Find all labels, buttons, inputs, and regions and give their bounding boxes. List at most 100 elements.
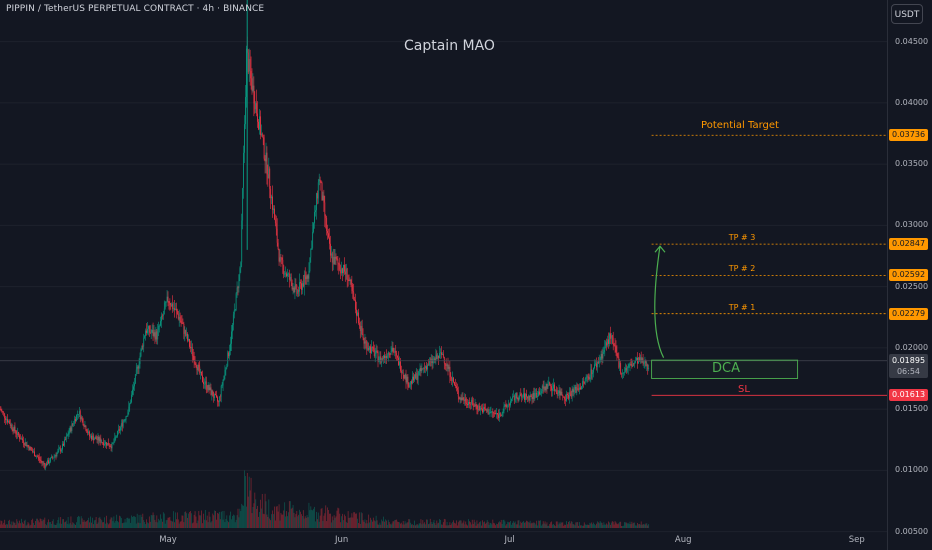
volume-bar (186, 513, 188, 528)
volume-bar (282, 514, 284, 528)
volume-bar (609, 522, 610, 528)
volume-bar (68, 524, 70, 528)
volume-bar (386, 524, 388, 528)
volume-bar (624, 522, 625, 528)
volume-bar (294, 517, 296, 528)
candle-body (225, 368, 227, 371)
candle-body (39, 459, 41, 461)
candle-body (606, 342, 608, 346)
candle-body (280, 257, 282, 258)
candle-body (111, 443, 113, 449)
volume-bar (171, 521, 173, 528)
volume-bar (21, 518, 22, 528)
candle-body (234, 309, 236, 311)
candle-body (86, 430, 88, 433)
volume-bar (18, 523, 20, 528)
volume-bar (347, 511, 349, 528)
candle-body (392, 347, 394, 352)
volume-bar (28, 523, 30, 528)
candle-body (218, 401, 219, 403)
volume-bar (505, 525, 507, 528)
candle-body (360, 326, 362, 331)
candle-body (497, 413, 498, 415)
candle-body (258, 121, 259, 130)
volume-bar (482, 520, 483, 528)
candle-body (358, 322, 360, 326)
candle-body (2, 411, 4, 413)
candle-body (330, 253, 332, 256)
candle-body (13, 426, 15, 432)
candle-body (168, 301, 170, 303)
volume-bar (187, 517, 188, 528)
volume-bar (408, 519, 410, 528)
volume-bar (402, 521, 404, 528)
candle-body (220, 385, 222, 397)
candle-body (292, 287, 294, 290)
volume-bar (591, 522, 593, 528)
volume-bar (561, 522, 563, 528)
volume-bar (93, 520, 95, 528)
candle-body (192, 355, 194, 357)
candle-body (389, 354, 391, 355)
candle-body (347, 279, 349, 281)
volume-bar (225, 518, 227, 528)
candle-body (485, 410, 487, 411)
volume-bar (380, 524, 382, 528)
candle-body (34, 451, 35, 457)
candle-body (106, 442, 107, 446)
volume-bar (342, 513, 343, 528)
candle-body (248, 59, 250, 73)
volume-bar (278, 504, 280, 528)
candle-body (67, 434, 69, 436)
volume-bar (128, 518, 130, 528)
volume-bar (372, 521, 373, 528)
candle-body (624, 372, 625, 373)
volume-bar (22, 523, 24, 528)
volume-bar (318, 521, 320, 528)
candle-body (161, 315, 162, 322)
candle-body (57, 450, 59, 453)
candle-body (400, 370, 402, 373)
volume-bar (108, 523, 110, 528)
volume-bar (367, 523, 369, 528)
candle-body (285, 273, 286, 275)
volume-bar (92, 517, 93, 528)
candle-body (644, 359, 646, 363)
volume-bar (407, 522, 409, 528)
candle-body (8, 421, 9, 423)
candle-body (472, 403, 474, 407)
candle-body (311, 247, 313, 249)
volume-bar (265, 501, 267, 528)
volume-bar (177, 519, 179, 528)
candle-body (548, 382, 550, 386)
candle-body (68, 432, 70, 435)
candle-body (274, 219, 276, 224)
volume-bar (84, 521, 86, 528)
volume-bar (368, 514, 370, 528)
candle-body (244, 124, 245, 153)
candle-body (245, 97, 246, 125)
volume-bar (251, 513, 253, 528)
candle-body (183, 323, 185, 334)
candle-body (324, 202, 326, 217)
volume-bar (568, 521, 570, 528)
candle-body (134, 383, 135, 387)
candle-body (345, 268, 347, 275)
candle-body (283, 265, 285, 275)
volume-bar (386, 520, 387, 528)
candle-body (596, 363, 597, 368)
volume-bar (512, 522, 513, 528)
candle-body (50, 456, 52, 459)
candle-body (43, 462, 45, 465)
candle-body (9, 423, 11, 426)
currency-unit-button[interactable]: USDT (891, 4, 923, 24)
volume-bar (499, 522, 501, 528)
candle-body (610, 335, 612, 339)
volume-bar (143, 520, 145, 528)
volume-bar (307, 517, 309, 528)
volume-bar (618, 523, 620, 528)
candle-body (162, 315, 163, 317)
volume-bar (358, 512, 360, 528)
candle-body (533, 393, 535, 399)
